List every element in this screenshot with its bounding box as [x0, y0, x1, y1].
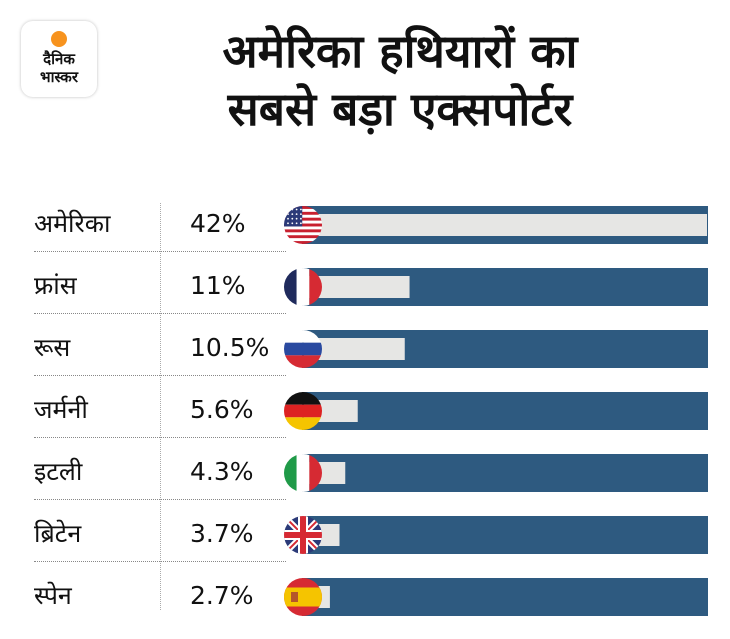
- title-line2: सबसे बड़ा एक्सपोर्टर: [227, 82, 573, 136]
- table-row: फ्रांस 11%: [0, 265, 730, 327]
- country-label: रूस: [34, 333, 71, 362]
- flag-italy-icon: [284, 454, 322, 492]
- column-divider: [160, 203, 161, 610]
- bar-track: [302, 454, 708, 492]
- title-line1: अमेरिका हथियारों का: [222, 24, 578, 78]
- value-label: 4.3%: [190, 457, 254, 486]
- flag-russia-icon: [284, 330, 322, 368]
- value-label: 3.7%: [190, 519, 254, 548]
- table-row: ब्रिटेन 3.7%: [0, 513, 730, 575]
- country-label: ब्रिटेन: [34, 519, 82, 548]
- country-label: इटली: [34, 457, 83, 486]
- country-label: जर्मनी: [34, 395, 88, 424]
- flag-uk-icon: [284, 516, 322, 554]
- country-label: स्पेन: [34, 581, 72, 610]
- flag-usa-icon: [284, 206, 322, 244]
- row-divider: [34, 561, 286, 562]
- flag-germany-icon: [284, 392, 322, 430]
- country-label: फ्रांस: [34, 271, 77, 300]
- table-row: रूस 10.5%: [0, 327, 730, 389]
- value-label: 42%: [190, 209, 246, 238]
- row-divider: [34, 375, 286, 376]
- flag-spain-icon: [284, 578, 322, 616]
- value-label: 11%: [190, 271, 246, 300]
- row-divider: [34, 251, 286, 252]
- bar: [304, 338, 405, 360]
- sun-icon: [51, 31, 67, 47]
- bar: [304, 214, 707, 236]
- country-label: अमेरिका: [34, 209, 111, 238]
- row-divider: [34, 437, 286, 438]
- table-row: जर्मनी 5.6%: [0, 389, 730, 451]
- value-label: 2.7%: [190, 581, 254, 610]
- value-label: 5.6%: [190, 395, 254, 424]
- logo-line1: दैनिक: [43, 50, 75, 68]
- table-row: स्पेन 2.7%: [0, 575, 730, 637]
- value-label: 10.5%: [190, 333, 270, 362]
- table-row: अमेरिका 42%: [0, 203, 730, 265]
- chart-title: अमेरिका हथियारों का सबसे बड़ा एक्सपोर्टर: [110, 22, 690, 138]
- dainik-bhaskar-logo: दैनिक भास्कर: [21, 21, 97, 97]
- flag-france-icon: [284, 268, 322, 306]
- bar-track: [302, 516, 708, 554]
- row-divider: [34, 499, 286, 500]
- table-row: इटली 4.3%: [0, 451, 730, 513]
- logo-line2: भास्कर: [40, 68, 78, 86]
- row-divider: [34, 313, 286, 314]
- bar-track: [302, 392, 708, 430]
- bar-track: [302, 578, 708, 616]
- bar: [304, 276, 410, 298]
